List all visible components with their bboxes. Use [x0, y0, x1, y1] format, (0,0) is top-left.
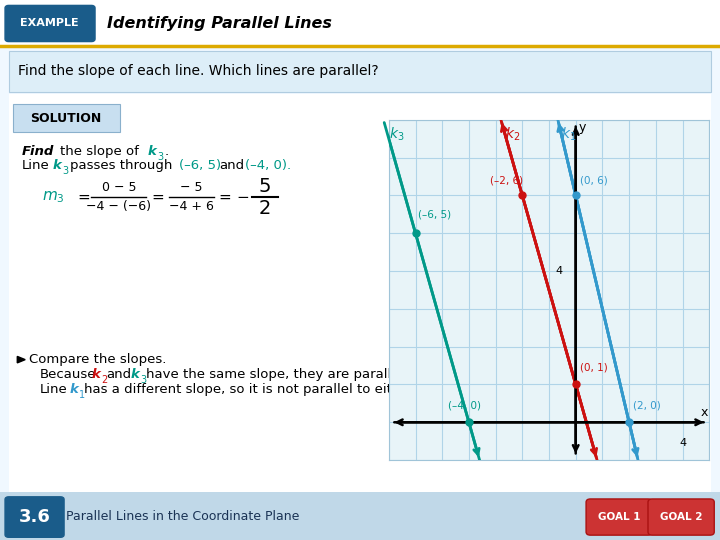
- Text: .: .: [164, 145, 168, 158]
- FancyBboxPatch shape: [5, 497, 64, 537]
- Text: 4: 4: [555, 266, 562, 276]
- FancyBboxPatch shape: [648, 499, 714, 535]
- Text: −4 − (−6): −4 − (−6): [86, 200, 151, 213]
- Text: (–2, 6): (–2, 6): [490, 176, 523, 185]
- Text: Parallel Lines in the Coordinate Plane: Parallel Lines in the Coordinate Plane: [66, 510, 300, 523]
- Text: −4 + 6: −4 + 6: [169, 200, 214, 213]
- Text: and: and: [107, 368, 132, 381]
- Text: k: k: [53, 159, 61, 172]
- Text: 3: 3: [158, 152, 164, 161]
- Text: and: and: [220, 159, 245, 172]
- Text: passes through: passes through: [70, 159, 172, 172]
- Text: $k_1$: $k_1$: [561, 126, 576, 143]
- Text: (2, 0): (2, 0): [633, 400, 661, 410]
- Text: (0, 1): (0, 1): [580, 362, 608, 373]
- Text: (–6, 5): (–6, 5): [179, 159, 221, 172]
- FancyBboxPatch shape: [0, 0, 720, 46]
- Text: =: =: [218, 190, 231, 205]
- Text: k: k: [91, 368, 100, 381]
- Text: Find the slope of each line. Which lines are parallel?: Find the slope of each line. Which lines…: [18, 64, 379, 78]
- Text: Find: Find: [22, 145, 54, 158]
- Text: 3: 3: [63, 166, 69, 176]
- Text: (–4, 0): (–4, 0): [448, 400, 480, 410]
- Text: k: k: [69, 383, 78, 396]
- Text: Line: Line: [40, 383, 68, 396]
- Text: Because: Because: [40, 368, 96, 381]
- FancyBboxPatch shape: [13, 104, 120, 132]
- Text: (–6, 5): (–6, 5): [418, 210, 451, 219]
- Text: 4: 4: [679, 438, 686, 448]
- Text: has a different slope, so it is not parallel to either of the other lines.: has a different slope, so it is not para…: [84, 383, 537, 396]
- Text: 1: 1: [78, 390, 85, 400]
- Text: 5: 5: [258, 177, 271, 197]
- Text: GOAL 2: GOAL 2: [660, 512, 703, 522]
- Text: Identifying Parallel Lines: Identifying Parallel Lines: [107, 16, 331, 31]
- Text: SOLUTION: SOLUTION: [31, 112, 102, 125]
- FancyBboxPatch shape: [9, 94, 711, 492]
- Text: Compare the slopes.: Compare the slopes.: [29, 353, 166, 366]
- Text: (0, 6): (0, 6): [580, 176, 608, 185]
- Text: $k_3$: $k_3$: [389, 126, 404, 143]
- Text: 0 − 5: 0 − 5: [102, 181, 136, 194]
- Text: EXAMPLE: EXAMPLE: [20, 18, 79, 28]
- Text: 3: 3: [140, 375, 147, 385]
- Text: y: y: [579, 121, 586, 134]
- Text: x: x: [700, 406, 708, 420]
- Text: 2: 2: [258, 199, 271, 218]
- Text: 3.6: 3.6: [19, 508, 50, 526]
- Text: GOAL 1: GOAL 1: [598, 512, 641, 522]
- Text: have the same slope, they are parallel.: have the same slope, they are parallel.: [146, 368, 408, 381]
- Text: k: k: [131, 368, 140, 381]
- Text: =: =: [151, 190, 164, 205]
- Text: − 5: − 5: [180, 181, 203, 194]
- Text: =: =: [77, 190, 90, 205]
- Text: −: −: [236, 190, 249, 205]
- Text: $m_3$: $m_3$: [42, 189, 65, 205]
- Polygon shape: [17, 356, 25, 363]
- FancyBboxPatch shape: [586, 499, 652, 535]
- Text: k: k: [148, 145, 156, 158]
- FancyBboxPatch shape: [5, 5, 95, 42]
- Text: (–4, 0).: (–4, 0).: [245, 159, 291, 172]
- FancyBboxPatch shape: [0, 492, 720, 540]
- Text: $k_2$: $k_2$: [505, 126, 520, 143]
- Text: 2: 2: [101, 375, 107, 385]
- Text: the slope of: the slope of: [60, 145, 139, 158]
- Text: Line: Line: [22, 159, 50, 172]
- FancyBboxPatch shape: [9, 51, 711, 92]
